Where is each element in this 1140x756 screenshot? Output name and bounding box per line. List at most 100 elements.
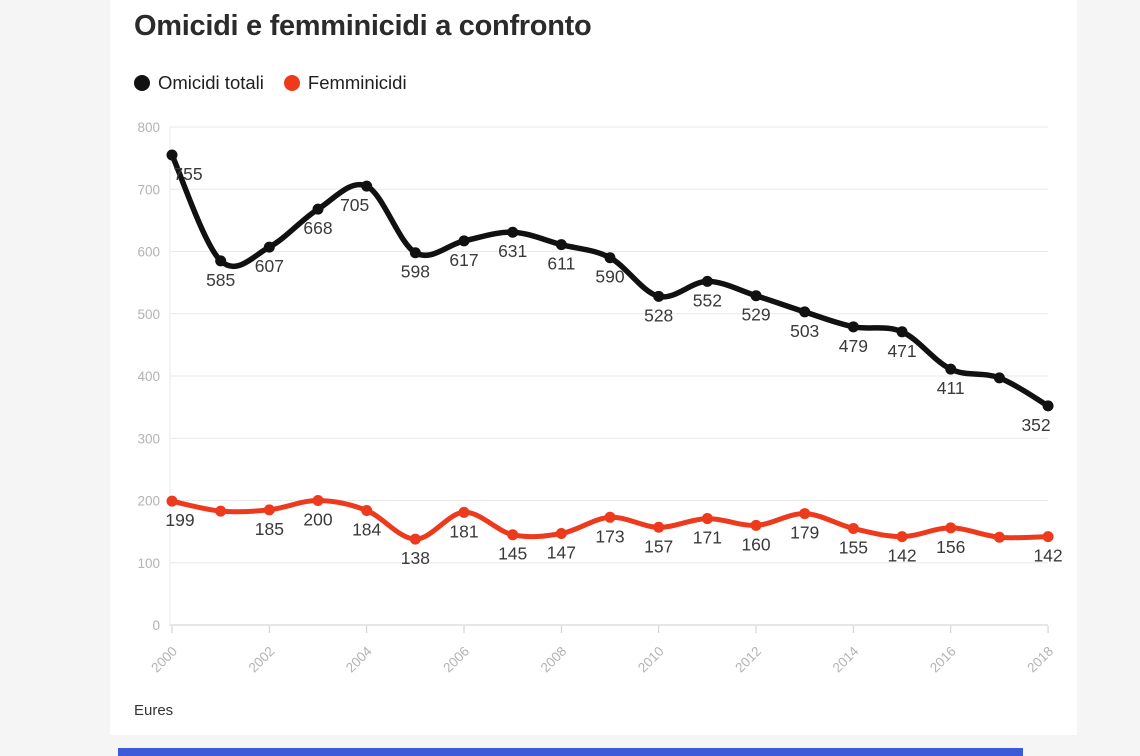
data-point-label: 755 [173,164,202,184]
data-point [799,508,811,520]
data-point [701,513,713,525]
legend-item-femminicidi: Femminicidi [283,72,407,94]
data-point-label: 352 [1021,415,1050,435]
data-point-label: 173 [595,526,624,546]
data-point [750,290,762,302]
data-point-label: 471 [887,341,916,361]
data-point [166,495,178,507]
x-axis-tick-label: 2004 [343,643,375,675]
data-point-label: 157 [644,536,673,556]
legend: Omicidi totali Femminicidi [134,72,407,94]
x-axis-tick-label: 2010 [635,644,667,676]
chart-card [110,0,1077,735]
data-point [847,321,859,333]
legend-label-omicidi: Omicidi totali [158,72,264,93]
data-point [750,519,762,531]
legend-item-omicidi-totali: Omicidi totali [134,72,264,94]
x-axis-tick-label: 2002 [246,644,278,676]
y-axis-tick-label: 300 [137,431,160,446]
data-point [361,504,373,516]
data-point-label: 185 [255,519,284,539]
data-point [701,275,713,287]
data-point-label: 503 [790,321,819,341]
data-point [945,363,957,375]
data-point-label: 611 [547,254,575,274]
data-point [653,521,665,533]
data-point-label: 585 [206,270,235,290]
x-axis-tick-label: 2018 [1024,644,1056,676]
data-point [361,180,373,192]
bottom-accent-bar [118,748,1023,756]
data-point-label: 156 [936,537,965,557]
data-point [263,241,275,253]
data-point-label: 200 [303,510,332,530]
data-point-label: 552 [693,290,722,310]
x-axis-tick-label: 2012 [732,644,764,676]
data-point-label: 631 [498,241,527,261]
data-point-label: 155 [839,538,868,558]
data-point [458,506,470,518]
x-axis-tick-label: 2016 [927,644,959,676]
x-axis-tick-label: 2006 [440,644,472,676]
data-point [312,495,324,506]
data-point-label: 529 [741,305,770,325]
data-point [993,531,1005,543]
data-point [604,252,616,264]
legend-dot-omicidi-icon [134,75,150,91]
data-point-label: 199 [165,510,194,530]
y-axis-tick-label: 800 [137,120,160,135]
data-point-label: 142 [887,546,916,566]
data-point-label: 668 [303,218,332,238]
data-point [847,523,859,535]
data-point [507,226,519,238]
y-axis-tick-label: 0 [152,618,160,633]
x-axis-tick-label: 2000 [148,644,180,676]
y-axis-tick-label: 400 [137,369,160,384]
data-point-label: 181 [449,521,478,541]
data-point [263,504,275,516]
data-point-label: 145 [498,544,527,564]
data-point-label: 528 [644,305,673,325]
data-point [409,533,421,545]
data-point-label: 171 [693,528,722,548]
data-point [1042,400,1054,412]
data-point [312,203,324,215]
data-point [215,255,227,267]
data-point-label: 179 [790,523,819,543]
data-point-label: 160 [741,534,770,554]
data-point [507,529,519,541]
data-point-label: 607 [255,256,284,276]
y-axis-tick-label: 700 [137,182,160,197]
legend-dot-femminicidi-icon [283,75,300,91]
data-point [166,149,178,161]
data-point-label: 142 [1033,546,1062,566]
data-point-label: 479 [839,336,868,356]
data-point [653,290,665,302]
data-point-label: 590 [595,267,624,287]
data-point [896,326,908,338]
y-axis-tick-label: 500 [137,307,160,322]
data-point [555,527,567,539]
data-point-label: 138 [401,548,430,568]
data-point-label: 617 [449,250,478,270]
data-point [945,522,957,534]
source-label: Eures [134,702,174,719]
data-point [215,505,227,517]
data-point [604,511,616,523]
data-point [993,372,1005,384]
chart-title: Omicidi e femminicidi a confronto [134,10,592,42]
data-point-label: 598 [401,262,430,282]
data-point-label: 147 [547,542,576,562]
data-point [1042,531,1054,543]
data-point [458,235,470,247]
data-point-label: 411 [937,378,965,398]
y-axis-tick-label: 600 [137,245,160,260]
data-point [896,531,908,543]
data-point-label: 705 [340,195,369,215]
data-point-label: 184 [352,519,381,539]
y-axis-tick-label: 200 [137,494,160,509]
x-axis-tick-label: 2008 [538,644,570,676]
data-point [409,247,421,259]
data-point [799,306,811,318]
